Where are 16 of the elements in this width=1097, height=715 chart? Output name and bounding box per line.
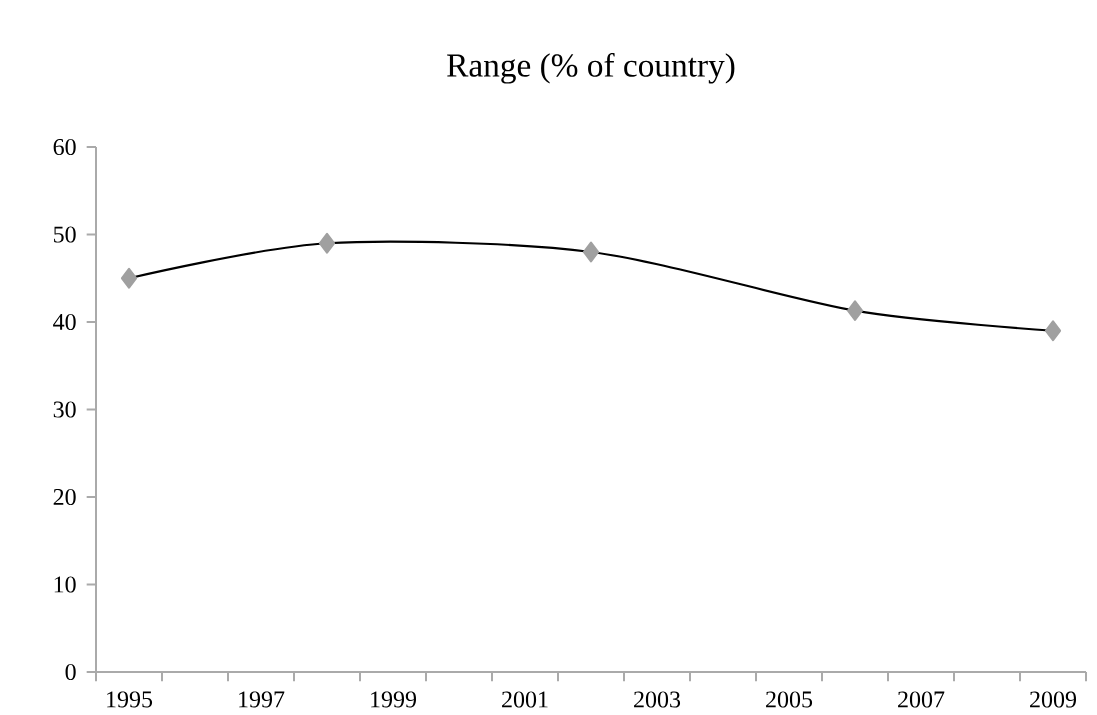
x-tick-label: 2003 xyxy=(634,691,681,708)
y-tick-label: 0 xyxy=(65,663,76,681)
x-tick-label: 2005 xyxy=(766,691,813,708)
y-tick-label: 50 xyxy=(54,226,76,243)
y-tick-label: 40 xyxy=(53,313,76,331)
x-tick-label: 1997 xyxy=(239,691,285,708)
y-tick-label: 30 xyxy=(53,401,76,418)
x-tick-label: 1999 xyxy=(371,691,417,708)
x-tick-label: 1995 xyxy=(107,691,153,708)
y-tick-label: 10 xyxy=(54,576,76,593)
x-tick-label: 2007 xyxy=(898,691,945,708)
y-tick-label: 60 xyxy=(53,138,76,156)
y-tick-label: 20 xyxy=(53,488,76,506)
chart-title: Range (% of country) xyxy=(447,52,735,84)
x-tick-label: 2009 xyxy=(1030,691,1077,708)
x-tick-label: 2001 xyxy=(502,691,548,708)
